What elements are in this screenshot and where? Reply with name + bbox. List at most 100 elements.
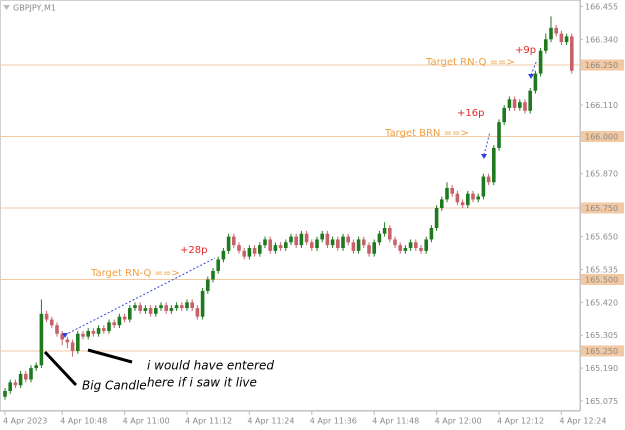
y-tick-label: 166.455 <box>585 2 618 11</box>
candle-body <box>310 242 314 249</box>
candle-body <box>8 382 12 391</box>
candle-body <box>24 373 28 380</box>
candle-body <box>403 248 408 251</box>
candle-body <box>232 236 236 246</box>
candle-body <box>211 270 215 280</box>
candle-body <box>330 239 335 246</box>
candle-body <box>528 90 532 111</box>
candle-body <box>388 228 392 240</box>
candle-body <box>195 308 200 317</box>
candle-body <box>50 319 54 326</box>
candle-body <box>164 305 168 311</box>
candle-body <box>492 147 496 183</box>
candle-body <box>440 199 444 208</box>
candle-body <box>268 239 272 251</box>
candle-body <box>523 102 527 111</box>
candle-body <box>538 50 543 74</box>
candle-body <box>143 308 148 311</box>
candle-body <box>34 365 38 369</box>
candle-body <box>434 207 439 229</box>
candle-body <box>284 242 288 249</box>
trade-marks <box>62 59 538 338</box>
level-price-box <box>581 345 624 357</box>
candle-body <box>450 187 454 194</box>
annotation: +16p <box>457 108 484 119</box>
candle-body <box>393 239 397 246</box>
candle-body <box>247 248 252 257</box>
candle-body <box>336 239 340 249</box>
candle-body <box>351 242 356 251</box>
candle-body <box>424 239 428 251</box>
candle-body <box>518 102 522 108</box>
candle-body <box>185 302 189 309</box>
candle-body <box>263 239 267 246</box>
candle-body <box>138 305 142 311</box>
candle-body <box>455 193 460 203</box>
candle-body <box>273 245 278 251</box>
candle-body <box>242 250 246 257</box>
candle-body <box>570 36 574 71</box>
candle-body <box>325 233 330 246</box>
candle-body <box>86 330 90 337</box>
x-tick-label: 4 Apr 2023 <box>3 417 47 426</box>
trade-arrow <box>481 154 487 159</box>
candle-body <box>180 305 184 309</box>
candle-body <box>70 342 75 351</box>
x-tick-label: 4 Apr 11:48 <box>372 417 419 426</box>
candle-body <box>507 99 512 108</box>
candle-body <box>419 248 423 251</box>
trade-line <box>483 131 491 156</box>
candle-body <box>512 99 517 108</box>
candle-body <box>549 27 553 40</box>
x-tick-label: 4 Apr 10:48 <box>60 417 107 426</box>
candle-body <box>237 245 241 251</box>
candle-body <box>502 107 506 123</box>
candle-body <box>122 316 127 320</box>
candle-body <box>107 322 111 331</box>
candle-body <box>320 233 324 240</box>
candle-body <box>206 279 210 291</box>
candles <box>3 16 574 400</box>
level-price-box <box>581 131 624 143</box>
candle-body <box>128 308 132 320</box>
candle-body <box>112 322 116 326</box>
candle-body <box>559 33 564 43</box>
candle-body <box>356 239 361 251</box>
candle-body <box>481 176 486 197</box>
candle-body <box>554 27 558 34</box>
candle-body <box>13 382 18 386</box>
candle-body <box>221 250 226 260</box>
x-tick-label: 4 Apr 11:12 <box>185 417 232 426</box>
candle-body <box>377 233 382 243</box>
candle-body <box>133 305 137 309</box>
trade-arrow <box>62 333 68 338</box>
candle-body <box>460 202 465 206</box>
trade-line <box>530 59 538 76</box>
x-tick-label: 4 Apr 11:24 <box>247 417 294 426</box>
candle-body <box>200 290 205 317</box>
annotation: +28p <box>180 245 207 256</box>
candle-body <box>216 259 220 271</box>
y-tick-label: 165.535 <box>585 265 618 274</box>
annotation: i would have entered <box>147 359 274 373</box>
level-price-box <box>581 202 624 214</box>
level-price-box <box>581 273 624 285</box>
candle-body <box>304 233 309 243</box>
annotation: Big Candle <box>82 379 147 393</box>
y-tick-label: 165.650 <box>585 233 618 242</box>
candle-body <box>486 176 491 183</box>
candle-body <box>102 328 106 331</box>
candle-body <box>159 305 163 309</box>
candle-body <box>76 333 80 351</box>
candle-body <box>65 339 70 343</box>
candle-body <box>39 313 44 366</box>
candle-body <box>174 305 179 309</box>
candle-body <box>367 245 371 254</box>
x-tick-label: 4 Apr 12:24 <box>559 417 606 426</box>
trade-line <box>64 257 216 336</box>
y-tick-label: 166.000 <box>585 133 618 142</box>
y-tick-label: 166.110 <box>585 101 618 110</box>
symbol-menu[interactable] <box>3 5 10 10</box>
candle-body <box>289 236 293 243</box>
